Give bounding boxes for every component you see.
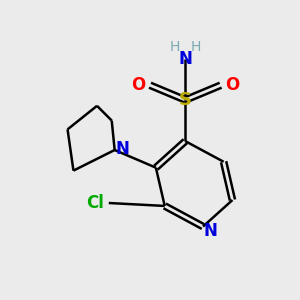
Text: N: N xyxy=(203,222,217,240)
Text: H: H xyxy=(170,40,180,54)
Text: S: S xyxy=(179,91,192,109)
Text: O: O xyxy=(131,76,145,94)
Text: O: O xyxy=(225,76,240,94)
Text: N: N xyxy=(178,50,192,68)
Text: H: H xyxy=(190,40,201,54)
Text: N: N xyxy=(115,140,129,158)
Text: Cl: Cl xyxy=(87,194,104,212)
